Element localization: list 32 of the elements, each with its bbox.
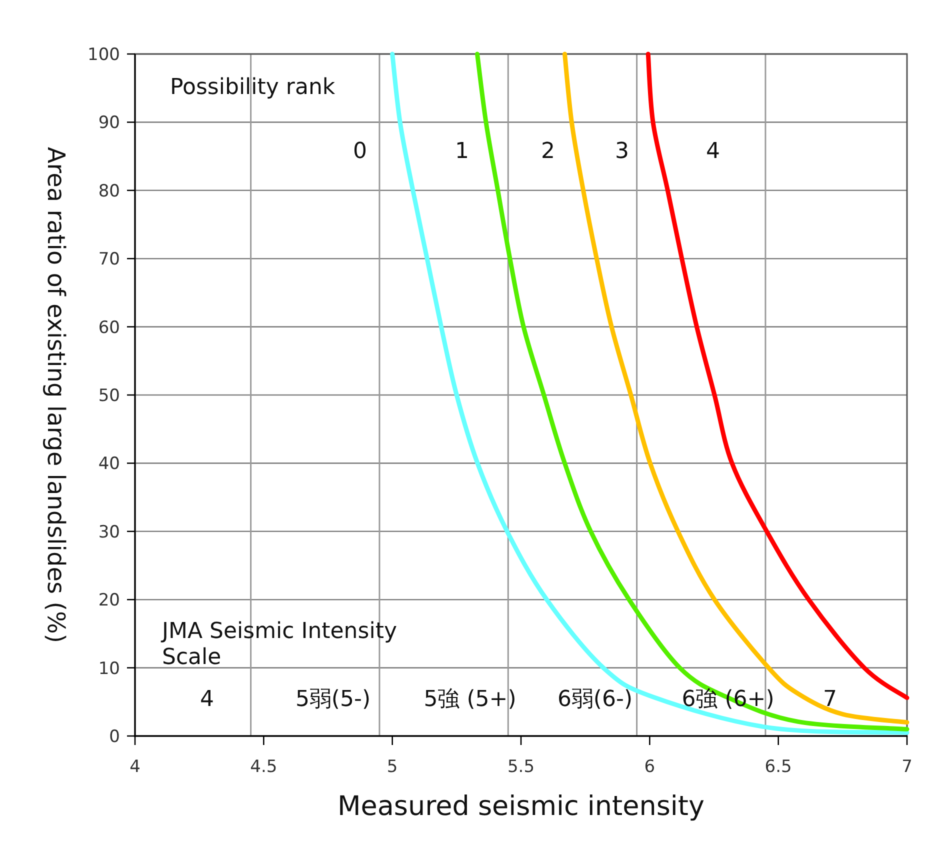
annotation: 6弱(6-) [557,687,633,712]
x-tick-label: 7 [902,757,912,777]
annotation: 7 [823,687,837,712]
y-tick-label: 100 [88,45,120,65]
annotation: 1 [455,139,469,164]
annotation: Possibility rank [170,75,336,100]
x-axis-title: Measured seismic intensity [337,791,705,822]
x-tick-label: 5 [386,757,398,777]
annotation: 0 [353,139,367,164]
y-tick-label: 60 [98,318,120,338]
x-tick-label: 5.5 [507,757,535,777]
y-tick-label: 30 [98,522,120,542]
annotation: 4 [200,687,214,712]
y-tick-label: 50 [98,386,120,406]
y-tick-label: 10 [98,658,120,679]
y-axis-title: Area ratio of existing large landslides (%) [42,146,70,644]
y-tick-label: 70 [98,250,120,270]
x-tick-label: 6.5 [764,757,792,777]
annotation: 5強 (5+) [424,687,516,712]
x-tick-label: 4 [130,757,140,777]
x-tick-label: 4.5 [250,757,278,777]
y-tick-label: 80 [98,181,120,202]
y-tick-label: 90 [98,113,120,134]
annotation: 3 [615,139,629,164]
annotation: JMA Seismic Intensity Scale [162,619,397,670]
y-tick-label: 20 [98,590,120,611]
y-tick-label: 40 [98,454,120,474]
y-tick-label: 0 [109,727,120,747]
annotation: 2 [541,139,555,164]
annotation: 4 [706,139,720,164]
annotation: 5弱(5-) [295,687,371,712]
x-tick-label: 6 [644,757,656,777]
